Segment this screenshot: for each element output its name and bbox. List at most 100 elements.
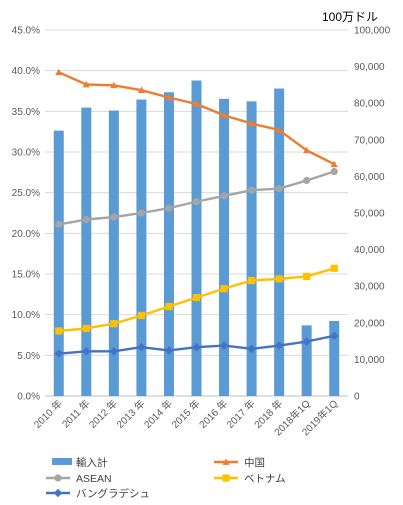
series-point <box>192 343 201 352</box>
series-china <box>55 68 338 168</box>
series-point <box>137 209 146 217</box>
right-axis-tick-label: 20,000 <box>354 318 385 329</box>
series-vietnam <box>55 264 338 335</box>
series-point <box>330 167 338 176</box>
series-point <box>247 276 256 285</box>
left-axis-tick-label: 15.0% <box>12 270 40 281</box>
series-point <box>137 86 146 94</box>
left-axis-tick-label: 45.0% <box>12 26 40 37</box>
series-point <box>247 344 256 354</box>
series-point <box>247 186 256 194</box>
right-axis-tick-label: 40,000 <box>354 245 385 256</box>
series-point <box>302 337 311 346</box>
right-axis-tick-label: 90,000 <box>354 62 385 73</box>
x-axis-tick-label: 2016 年 <box>196 397 230 431</box>
legend-item: 中国 <box>214 456 265 469</box>
legend-marker <box>54 474 62 482</box>
series-point <box>303 176 311 185</box>
series-point <box>110 213 118 221</box>
series-point <box>164 346 174 355</box>
series-point <box>82 80 90 88</box>
right-axis-tick-label: 70,000 <box>354 135 385 146</box>
series-point <box>110 81 118 89</box>
series-point <box>303 146 311 154</box>
series-asean <box>55 167 338 228</box>
bar-2011 <box>81 107 92 396</box>
series-point <box>165 302 173 311</box>
series-point <box>220 192 228 200</box>
right-axis-tick-label: 10,000 <box>354 355 385 366</box>
series-point <box>275 185 283 193</box>
series-point <box>55 68 63 76</box>
right-axis-tick-label: 0 <box>354 392 360 403</box>
series-point <box>165 204 173 212</box>
legend-marker <box>222 474 230 482</box>
legend-item: ベトナム <box>214 473 286 485</box>
series-point <box>165 93 173 101</box>
series-point <box>330 264 338 272</box>
right-axis-unit-label: 100万ドル <box>322 10 378 24</box>
right-axis-tick-label: 50,000 <box>354 209 385 220</box>
series-bangladesh <box>54 331 339 358</box>
series-point <box>54 349 63 358</box>
bar-2018 <box>274 88 285 396</box>
series-point <box>275 275 283 283</box>
right-axis-tick-label: 60,000 <box>354 172 385 183</box>
bar-2016 <box>219 98 230 397</box>
left-axis-tick-label: 5.0% <box>17 351 40 362</box>
legend-item: 輸入計 <box>52 456 108 469</box>
bar-2015 <box>191 80 202 397</box>
legend-item: バングラデシュ <box>46 487 150 500</box>
series-point <box>137 311 146 320</box>
bar-2013 <box>136 99 147 396</box>
bar-2017 <box>246 101 257 397</box>
bar-2012 <box>108 110 119 397</box>
right-axis-ticks: 0 10,000 20,000 30,000 40,000 50,000 60,000 70,… <box>354 26 391 403</box>
x-axis-tick-label: 2011 年 <box>59 397 92 430</box>
series-point <box>274 341 284 350</box>
legend-label: 輸入計 <box>76 456 108 469</box>
bar-2019-1q <box>329 320 340 396</box>
series-point <box>275 126 283 133</box>
right-axis-tick-label: 80,000 <box>354 99 385 110</box>
x-axis-tick-label: 2015 年 <box>169 397 203 431</box>
bar-series <box>53 80 340 397</box>
right-axis-tick-label: 30,000 <box>354 282 385 293</box>
series-point <box>220 111 228 119</box>
bar-2018-1q <box>301 325 312 396</box>
series-point <box>247 119 256 127</box>
legend-label: 中国 <box>244 456 265 469</box>
series-point <box>192 293 201 302</box>
legend-marker <box>53 488 63 498</box>
bar-2014 <box>163 92 174 396</box>
series-point <box>192 100 201 107</box>
left-axis-ticks: 0.0% 5.0% 10.0% 15.0% 20.0% 25.0% 30.0% 35.0% 40… <box>12 26 40 403</box>
left-axis-tick-label: 10.0% <box>12 310 40 321</box>
series-point <box>55 327 63 335</box>
legend-label: バングラデシュ <box>76 487 150 500</box>
series-point <box>82 347 91 356</box>
series-point <box>220 285 228 293</box>
left-axis-tick-label: 35.0% <box>12 107 40 118</box>
x-axis-tick-label: 2013 年 <box>114 397 148 431</box>
x-axis-tick-label: 2012 年 <box>86 397 120 431</box>
series-point <box>55 220 63 228</box>
legend-marker <box>222 458 230 465</box>
series-point <box>82 324 90 333</box>
legend-swatch <box>52 458 72 465</box>
series-point <box>219 341 229 350</box>
line-series <box>54 68 339 358</box>
series-point <box>303 272 311 281</box>
x-axis-tick-label: 2017 年 <box>224 397 258 431</box>
left-axis-tick-label: 40.0% <box>12 66 40 77</box>
series-point <box>330 160 338 168</box>
left-axis-tick-label: 20.0% <box>12 229 40 240</box>
right-axis-tick-label: 100,000 <box>354 26 391 37</box>
bar-2010 <box>53 130 64 396</box>
series-point <box>137 343 146 352</box>
series-point <box>109 347 119 356</box>
legend-label: ベトナム <box>244 473 286 485</box>
left-axis-tick-label: 0.0% <box>17 392 40 403</box>
